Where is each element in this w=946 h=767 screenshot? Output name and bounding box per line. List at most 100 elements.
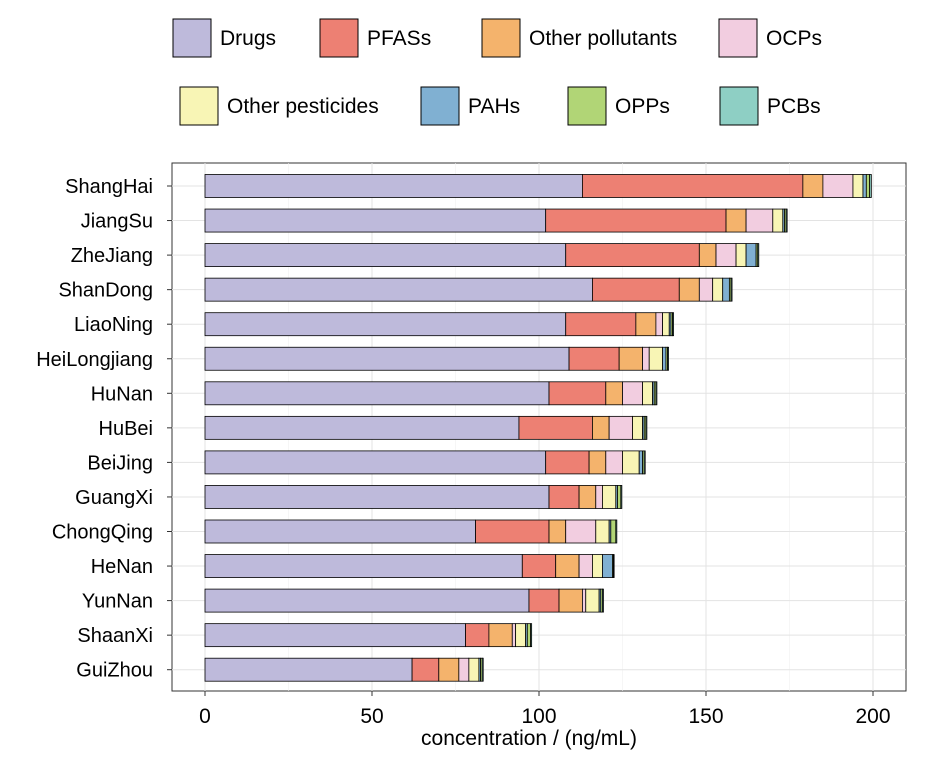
bar-segment: [565, 519, 597, 544]
bar-segment: [588, 450, 607, 475]
x-tick-label: 0: [199, 705, 211, 728]
bar-segment: [725, 208, 747, 233]
bar-segment: [545, 450, 590, 475]
bar-segment: [635, 312, 657, 337]
bar-segment: [632, 415, 643, 440]
y-tick-label: BeiJing: [87, 452, 153, 474]
bar-segment: [655, 312, 663, 337]
bar-segment: [545, 208, 727, 233]
bar-segment: [772, 208, 784, 233]
bar-segment: [678, 277, 700, 302]
legend-swatch: [420, 86, 460, 126]
y-tick-label: GuiZhou: [76, 660, 153, 682]
y-tick-label: JiangSu: [81, 211, 153, 233]
bar-segment: [643, 450, 646, 475]
x-tick-label: 150: [688, 705, 723, 728]
legend-swatch: [172, 18, 212, 58]
bar-segment: [722, 277, 730, 302]
bar-segment: [568, 346, 620, 371]
bar-segment: [617, 485, 622, 509]
bar-segment: [698, 277, 714, 302]
bar-segment: [582, 588, 587, 613]
bar-segment: [548, 485, 580, 509]
legend-label: Other pesticides: [227, 95, 379, 118]
bar-segment: [715, 243, 737, 268]
bar-segment: [602, 485, 617, 509]
bar-segment: [204, 312, 567, 337]
bar-segment: [592, 554, 603, 578]
bar-segment: [672, 312, 675, 337]
y-tick-label: YunNan: [82, 591, 153, 613]
bar-segment: [592, 277, 680, 302]
y-tick-label: ShaanXi: [77, 625, 153, 647]
bar-segment: [465, 623, 490, 648]
bar-segment: [468, 657, 480, 682]
bar-segment: [745, 243, 757, 268]
legend-swatch: [319, 18, 359, 58]
x-tick-label: 100: [521, 705, 556, 728]
bar-segment: [602, 554, 613, 578]
bar-segment: [712, 277, 724, 302]
y-tick-label: ShangHai: [65, 176, 153, 198]
legend-label: PAHs: [468, 95, 520, 118]
y-tick-label: ChongQing: [52, 522, 153, 544]
legend-label: PFASs: [367, 27, 431, 50]
legend-swatch: [179, 86, 219, 126]
x-axis-title: concentration / (ng/mL): [421, 727, 637, 750]
legend-label: PCBs: [767, 95, 821, 118]
bar-segment: [204, 485, 550, 509]
bar-segment: [204, 657, 413, 682]
bar-segment: [802, 174, 824, 198]
legend-swatch: [718, 18, 758, 58]
bar-segment: [204, 243, 567, 268]
bar-segment: [730, 277, 733, 302]
x-tick-label: 200: [855, 705, 890, 728]
y-tick-label: LiaoNing: [74, 314, 153, 336]
y-tick-label: GuangXi: [75, 487, 153, 509]
bar-segment: [822, 174, 854, 198]
bar-segment: [622, 450, 640, 475]
y-tick-label: HuNan: [91, 383, 153, 405]
bar-segment: [204, 346, 570, 371]
y-tick-label: ZheJiang: [71, 245, 153, 267]
bar-segment: [622, 381, 643, 406]
bar-segment: [481, 657, 484, 682]
bar-segment: [521, 554, 557, 578]
bar-segment: [548, 381, 607, 406]
bar-segment: [555, 554, 580, 578]
bar-segment: [608, 415, 633, 440]
bar-segment: [488, 623, 513, 648]
bar-segment: [204, 415, 520, 440]
legend-label: OPPs: [615, 95, 670, 118]
y-tick-label: HeiLongjiang: [36, 349, 153, 371]
bar-segment: [662, 346, 667, 371]
bar-segment: [528, 588, 560, 613]
legend-swatch: [481, 18, 521, 58]
legend-swatch: [719, 86, 759, 126]
bar-segment: [515, 623, 527, 648]
bar-segment: [475, 519, 550, 544]
bar-segment: [745, 208, 774, 233]
legend-swatch: [567, 86, 607, 126]
bar-segment: [852, 174, 864, 198]
bar-segment: [642, 346, 650, 371]
bar-segment: [548, 519, 567, 544]
bar-segment: [518, 415, 593, 440]
bar-segment: [638, 450, 643, 475]
bar-segment: [204, 208, 547, 233]
bar-segment: [615, 519, 618, 544]
bar-segment: [565, 312, 637, 337]
legend-label: Other pollutants: [529, 27, 677, 50]
bar-segment: [618, 346, 643, 371]
bar-segment: [735, 243, 747, 268]
y-tick-label: HeNan: [91, 556, 153, 578]
bar-segment: [595, 519, 610, 544]
bar-segment: [645, 415, 648, 440]
bar-segment: [595, 485, 603, 509]
bar-segment: [526, 623, 532, 648]
bar-segment: [565, 243, 700, 268]
legend-label: OCPs: [766, 27, 822, 50]
bar-segment: [582, 174, 804, 198]
bar-segment: [642, 381, 653, 406]
bar-segment: [438, 657, 460, 682]
